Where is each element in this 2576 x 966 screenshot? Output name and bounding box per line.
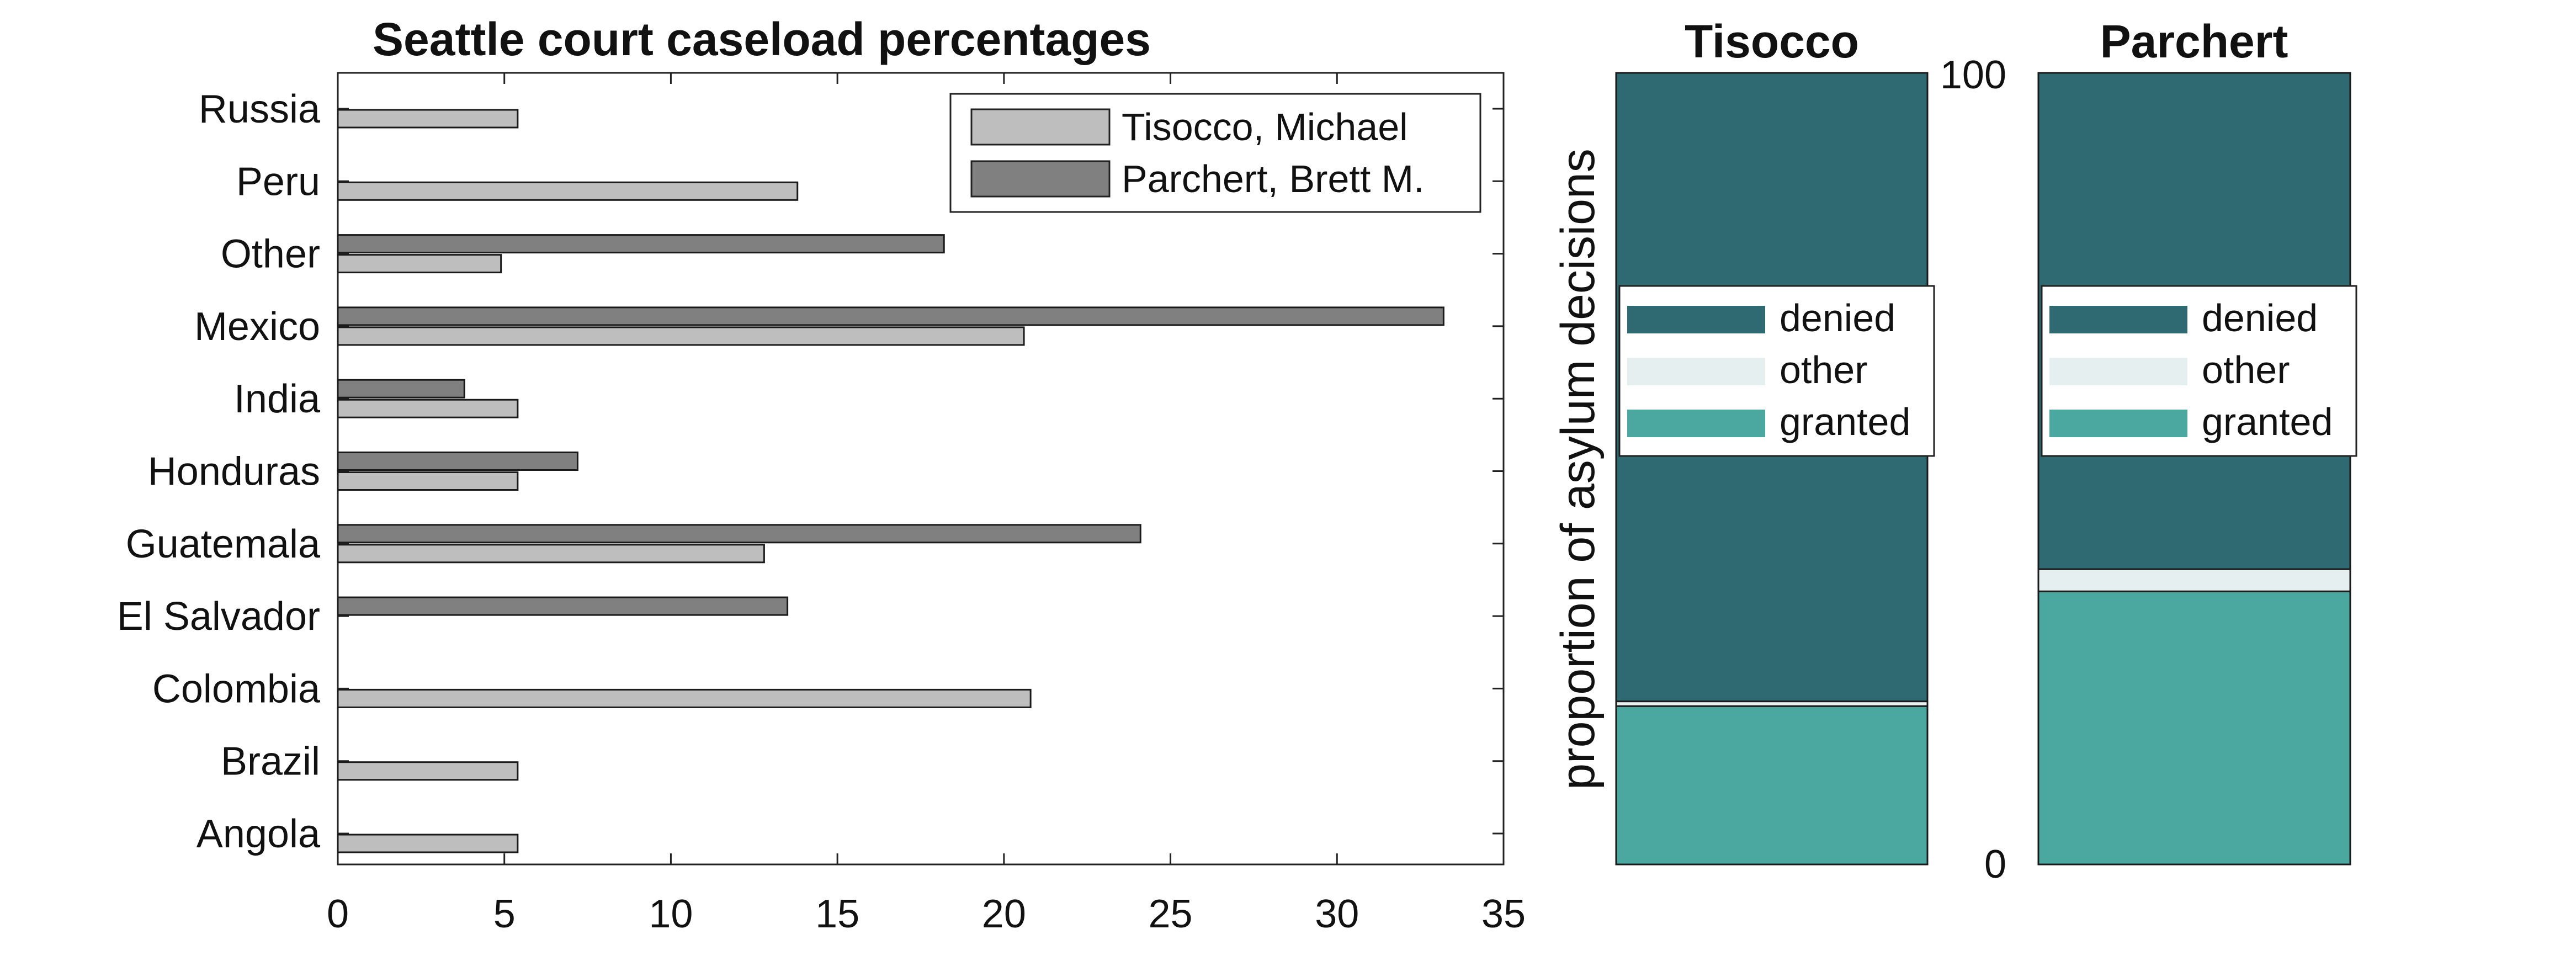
bar-tisocco-peru xyxy=(337,181,799,201)
bar-tisocco-mexico xyxy=(337,326,1025,346)
y-tick-label-100: 100 xyxy=(1940,53,2006,97)
stack-legend-swatch-granted xyxy=(2049,410,2187,437)
category-label-brazil: Brazil xyxy=(221,740,320,784)
segment-other xyxy=(2037,568,2351,592)
x-tick-label-10: 10 xyxy=(649,892,693,936)
category-label-other: Other xyxy=(221,232,320,277)
category-label-peru: Peru xyxy=(236,160,320,204)
category-label-colombia: Colombia xyxy=(152,667,321,711)
bar-parchert-india xyxy=(337,379,465,399)
tisocco-stacked-chart: Tisocco proportion of asylum decisions d… xyxy=(1552,15,1935,866)
bar-chart-legend: Tisocco, Michael Parchert, Brett M. xyxy=(949,93,1481,213)
category-label-el-salvador: El Salvador xyxy=(117,595,320,639)
x-tick-label-5: 5 xyxy=(493,892,516,936)
y-axis-label: proportion of asylum decisions xyxy=(1552,148,1605,790)
parchert-stack: denied other granted xyxy=(2037,72,2357,866)
stack-legend-label-granted: granted xyxy=(1780,400,1910,443)
bar-axis-ticks xyxy=(337,73,1505,864)
bar-parchert-other xyxy=(337,234,945,254)
stack-legend-swatch-granted xyxy=(1627,410,1765,437)
bar-tisocco-brazil xyxy=(337,761,519,781)
bar-tisocco-other xyxy=(337,254,502,274)
bar-tisocco-colombia xyxy=(337,688,1032,708)
bar-tisocco-guatemala xyxy=(337,544,765,564)
segment-granted xyxy=(1615,705,1929,866)
bar-parchert-honduras xyxy=(337,452,578,471)
stack-legend-swatch-other xyxy=(1627,358,1765,385)
bar-parchert-mexico xyxy=(337,306,1444,326)
legend-label-tisocco: Tisocco, Michael xyxy=(1122,105,1408,148)
legend-swatch-tisocco xyxy=(970,108,1111,146)
tisocco-stack: denied other granted xyxy=(1615,72,1935,866)
stack-legend-label-granted: granted xyxy=(2202,400,2333,443)
category-label-honduras: Honduras xyxy=(148,450,320,494)
x-tick-label-30: 30 xyxy=(1315,892,1359,936)
x-tick-label-0: 0 xyxy=(327,892,349,936)
bar-parchert-el-salvador xyxy=(337,596,789,616)
stack-legend-label-other: other xyxy=(1780,348,1868,391)
bar-tisocco-honduras xyxy=(337,471,519,491)
caseload-bar-chart: Seattle court caseload percentages Angol… xyxy=(117,13,1526,936)
category-label-india: India xyxy=(234,377,321,421)
x-tick-labels: 0 5 10 15 20 25 30 35 xyxy=(327,892,1526,936)
stack-legend-swatch-denied xyxy=(2049,306,2187,333)
stack-legend-swatch-other xyxy=(2049,358,2187,385)
x-tick-label-15: 15 xyxy=(815,892,859,936)
legend-swatch-parchert xyxy=(970,160,1111,198)
y-tick-label-0: 0 xyxy=(1984,842,2006,887)
legend-label-parchert: Parchert, Brett M. xyxy=(1122,157,1424,200)
category-label-mexico: Mexico xyxy=(194,305,320,349)
parchert-title: Parchert xyxy=(2100,15,2288,67)
category-label-angola: Angola xyxy=(196,812,321,856)
bar-chart-title: Seattle court caseload percentages xyxy=(373,13,1151,65)
bar-parchert-guatemala xyxy=(337,524,1141,544)
bar-tisocco-angola xyxy=(337,834,519,853)
x-tick-label-35: 35 xyxy=(1481,892,1526,936)
segment-granted xyxy=(2037,590,2351,866)
stack-legend-label-denied: denied xyxy=(1780,296,1895,339)
category-label-russia: Russia xyxy=(199,87,321,131)
bar-tisocco-russia xyxy=(337,109,519,129)
category-label-guatemala: Guatemala xyxy=(126,522,321,566)
category-tick-labels: Angola Brazil Colombia El Salvador Guatemala… xyxy=(117,87,321,856)
stack-legend-label-other: other xyxy=(2202,348,2290,391)
parchert-stacked-chart: Parchert 100 0 denied other granted xyxy=(1940,15,2357,887)
x-tick-label-20: 20 xyxy=(982,892,1026,936)
bar-tisocco-india xyxy=(337,399,519,418)
stack-legend-swatch-denied xyxy=(1627,306,1765,333)
bar-series-bars xyxy=(337,109,1444,853)
tisocco-title: Tisocco xyxy=(1685,15,1859,67)
stack-legend-label-denied: denied xyxy=(2202,296,2318,339)
x-tick-label-25: 25 xyxy=(1149,892,1193,936)
